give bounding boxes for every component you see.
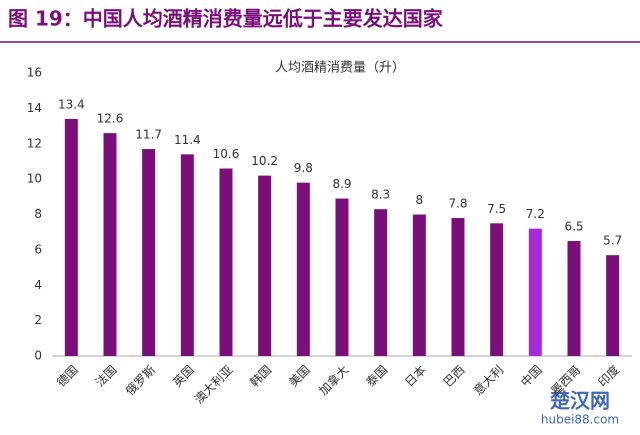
value-label: 8 [416, 193, 424, 207]
y-tick-label: 8 [34, 207, 42, 221]
bar [103, 133, 117, 356]
value-label: 7.8 [448, 197, 467, 211]
y-tick-label: 14 [27, 101, 42, 115]
page-title: 图 19：中国人均酒精消费量远低于主要发达国家 [8, 7, 444, 31]
value-label: 13.4 [58, 97, 85, 111]
x-tick-label: 法国 [93, 363, 120, 390]
value-label: 10.2 [251, 154, 278, 168]
value-label: 5.7 [603, 234, 622, 248]
y-tick-label: 4 [34, 278, 42, 292]
y-tick-label: 6 [34, 242, 42, 256]
x-tick-label: 英国 [170, 363, 197, 390]
x-tick-label: 印度 [595, 362, 623, 390]
value-label: 6.5 [564, 220, 583, 234]
bar [219, 168, 233, 356]
bar [64, 118, 78, 356]
y-tick-label: 0 [34, 349, 42, 363]
x-tick-label: 中国 [517, 362, 545, 390]
bar [180, 154, 194, 356]
x-tick-label: 加拿大 [316, 362, 352, 398]
value-label: 11.7 [135, 128, 162, 142]
bar [258, 175, 272, 356]
bar [296, 182, 310, 356]
y-tick-label: 16 [27, 66, 42, 80]
value-label: 12.6 [97, 112, 124, 126]
bar [335, 198, 349, 356]
y-tick-label: 2 [34, 313, 42, 327]
x-tick-label: 巴西 [441, 363, 468, 390]
y-tick-label: 10 [27, 172, 42, 186]
value-label: 8.3 [371, 188, 390, 202]
bar [374, 209, 388, 356]
x-tick-label: 意大利 [470, 362, 506, 398]
value-label: 7.5 [487, 202, 506, 216]
x-tick-label: 韩国 [247, 362, 275, 390]
x-tick-label: 泰国 [363, 363, 390, 390]
x-tick-label: 澳大利亚 [192, 363, 236, 407]
x-tick-label: 日本 [402, 363, 429, 390]
watermark-url: hubei88.com [541, 413, 619, 427]
y-tick-label: 12 [27, 136, 42, 150]
x-tick-label: 德国 [53, 362, 81, 390]
chart-title: 人均酒精消费量（升） [275, 61, 405, 76]
bar [528, 228, 542, 356]
bar [567, 241, 581, 356]
bar [412, 214, 426, 356]
value-label: 7.2 [526, 207, 545, 221]
bar [451, 218, 465, 356]
value-label: 10.6 [213, 147, 240, 161]
bar [490, 223, 504, 356]
bar [606, 255, 620, 356]
watermark-name: 楚汉网 [550, 389, 610, 413]
x-tick-label: 美国 [286, 363, 313, 390]
value-label: 8.9 [332, 177, 351, 191]
bar [142, 149, 156, 356]
value-label: 11.4 [174, 133, 201, 147]
value-label: 9.8 [294, 161, 313, 175]
x-tick-label: 俄罗斯 [123, 363, 158, 398]
